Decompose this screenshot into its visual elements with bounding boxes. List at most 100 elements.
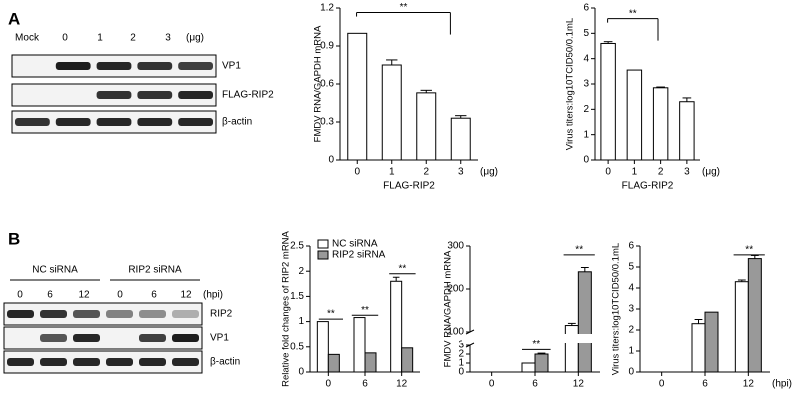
bar — [390, 280, 403, 373]
bar — [577, 271, 592, 373]
y-tick-label: 1.2 — [320, 3, 334, 14]
y-tick-label: 1.5 — [290, 291, 304, 302]
x-tick-label: 0 — [354, 167, 360, 178]
bar — [747, 258, 762, 373]
sig-label: ** — [745, 244, 753, 255]
blot-band — [137, 62, 173, 70]
panel-label: B — [8, 229, 20, 248]
bar — [704, 311, 719, 373]
group-label: RIP2 siRNA — [128, 265, 182, 276]
row-label: VP1 — [222, 61, 241, 72]
x-axis-label: FLAG-RIP2 — [383, 181, 435, 192]
bar — [347, 32, 368, 161]
row-label: β-actin — [222, 117, 252, 128]
x-tick-label: 0 — [659, 379, 665, 390]
lane-label: Mock — [15, 33, 40, 44]
lane-label: 12 — [78, 290, 90, 301]
y-tick-label: 1 — [298, 316, 304, 327]
x-axis-label: FLAG-RIP2 — [622, 181, 674, 192]
y-tick-label: 2 — [583, 104, 589, 115]
x-tick-label: 2 — [423, 167, 429, 178]
bar — [652, 87, 669, 161]
blot-band — [139, 358, 166, 366]
row-label: RIP2 — [210, 309, 233, 320]
y-tick-label: 0 — [328, 155, 334, 166]
y-tick-label: 100 — [447, 327, 464, 338]
bar — [364, 352, 377, 373]
y-tick-label: 3 — [628, 304, 634, 315]
bar — [691, 323, 706, 373]
blot-strip — [3, 350, 203, 374]
bar — [316, 321, 329, 373]
y-axis-label: Virus titers:log10TCID50/0.1mL — [611, 243, 622, 375]
blot-band — [137, 118, 173, 126]
x-tick-label: 1 — [389, 167, 395, 178]
blot-band — [96, 91, 132, 99]
y-tick-label: 2 — [628, 325, 634, 336]
y-axis-label: FMDV RNA/GAPDH mRNA — [443, 250, 454, 367]
y-tick-label: 200 — [447, 284, 464, 295]
blot-band — [139, 334, 166, 342]
x-tick-label: 12 — [396, 379, 408, 390]
bar — [734, 281, 749, 373]
bar — [521, 362, 536, 373]
blot-band — [55, 118, 91, 126]
x-tick-label: 6 — [362, 379, 368, 390]
bar — [327, 353, 340, 373]
legend-label: RIP2 siRNA — [332, 250, 386, 261]
lane-label: 1 — [97, 33, 103, 44]
bar — [416, 92, 437, 161]
x-tick-label: 12 — [743, 379, 755, 390]
bar — [564, 325, 579, 373]
panel-label: A — [8, 9, 20, 28]
y-tick-label: 0.6 — [320, 79, 334, 90]
lane-label: 0 — [117, 290, 123, 301]
x-unit: (hpi) — [772, 379, 792, 390]
row-label: β-actin — [210, 357, 240, 368]
y-axis-label: FMDV RNA/GAPDH mRNA — [313, 25, 324, 142]
y-tick-label: 5 — [628, 262, 634, 273]
y-tick-label: 2.5 — [290, 241, 304, 252]
blot-band — [178, 91, 213, 99]
sig-label: ** — [532, 339, 540, 350]
sig-label: ** — [400, 2, 408, 13]
lane-label: 0 — [17, 290, 23, 301]
bar — [381, 64, 402, 161]
blot-band — [137, 91, 173, 99]
x-unit: (μg) — [702, 167, 720, 178]
lane-label: 6 — [47, 290, 53, 301]
blot-band — [73, 310, 100, 318]
lane-unit: (μg) — [186, 33, 204, 44]
bar — [353, 317, 366, 373]
y-tick-label: 300 — [447, 241, 464, 252]
blot-band — [40, 358, 67, 366]
blot-band — [15, 118, 50, 126]
lane-label: 2 — [130, 33, 136, 44]
lane-label: 6 — [151, 290, 157, 301]
blot-band — [139, 310, 166, 318]
row-label: VP1 — [210, 333, 229, 344]
blot-band — [73, 334, 100, 342]
legend-swatch — [317, 250, 329, 260]
legend-label: NC siRNA — [332, 239, 378, 250]
axis-break — [462, 334, 602, 343]
y-tick-label: 5 — [583, 28, 589, 39]
bar — [534, 353, 549, 373]
x-tick-label: 3 — [458, 167, 464, 178]
bar — [626, 69, 643, 161]
lane-label: 12 — [180, 290, 192, 301]
blot-band — [172, 358, 199, 366]
sig-label: ** — [399, 263, 407, 274]
x-tick-label: 6 — [532, 379, 538, 390]
sig-label: ** — [629, 8, 637, 19]
lane-label: 3 — [165, 33, 171, 44]
bar — [600, 42, 616, 161]
blot-band — [96, 62, 132, 70]
row-label: FLAG-RIP2 — [222, 90, 274, 101]
blot-band — [40, 310, 67, 318]
sig-label: ** — [575, 244, 583, 255]
y-tick-label: 0 — [458, 367, 464, 378]
y-tick-label: 1 — [458, 358, 464, 369]
blot-band — [106, 358, 133, 366]
